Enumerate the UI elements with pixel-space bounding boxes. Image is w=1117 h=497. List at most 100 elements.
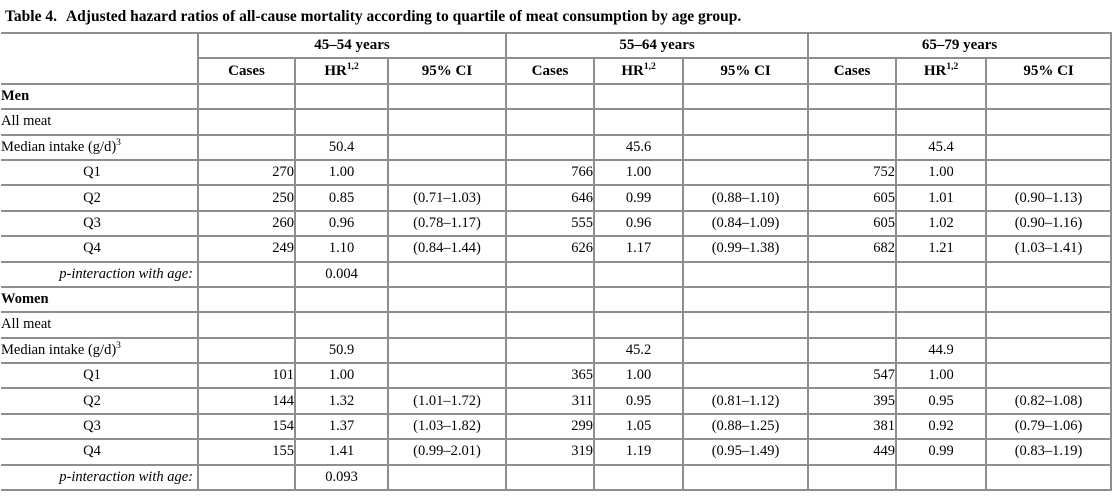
ci-cell: [386, 108, 508, 136]
ci-cell: [985, 336, 1113, 365]
ci-cell: [682, 260, 810, 288]
ci-cell: (0.81–1.12): [682, 387, 810, 415]
cases-cell: 381: [807, 412, 898, 441]
hr-cell: 0.99: [593, 184, 685, 212]
row-label: All meat: [1, 311, 199, 339]
ci-cell: (0.71–1.03): [386, 184, 508, 212]
table-body: Men All meat Median intake (g/d)3 50.4 45.6 4…: [1, 82, 1113, 492]
hr-cell: [294, 285, 389, 314]
hr-cell: 0.96: [593, 209, 685, 238]
hr-cell: 1.19: [593, 438, 685, 466]
cases-cell: [807, 108, 898, 136]
table-row: Q3 154 1.37 (1.03–1.82) 299 1.05 (0.88–1.25) 38…: [1, 412, 1113, 441]
cases-cell: 547: [807, 362, 898, 390]
ci-cell: [386, 285, 508, 314]
hr-header-superscript: 1,2: [643, 61, 656, 72]
hr-cell: [593, 108, 685, 136]
cases-header: Cases: [197, 57, 296, 85]
ci-cell: (1.03–1.41): [985, 235, 1113, 263]
table-row: All meat: [1, 311, 1113, 339]
hr-cell: [895, 108, 988, 136]
row-label: Q3: [1, 412, 199, 441]
cases-cell: [197, 108, 296, 136]
hr-cell: 1.21: [895, 235, 988, 263]
table-row: All meat: [1, 108, 1113, 136]
hr-cell: 0.99: [895, 438, 988, 466]
ci-cell: (0.88–1.10): [682, 184, 810, 212]
ci-header: 95% CI: [682, 57, 810, 85]
cases-cell: [505, 260, 596, 288]
row-label: Q4: [1, 235, 199, 263]
cases-cell: [197, 336, 296, 365]
age-group-header-55-64: 55–64 years: [505, 31, 810, 60]
ci-cell: [682, 336, 810, 365]
hr-cell: 1.00: [895, 362, 988, 390]
hr-header-superscript: 1,2: [946, 61, 959, 72]
header-row-measures: Cases HR1,2 95% CI Cases HR1,2 95% CI Ca…: [1, 57, 1113, 85]
row-label: Q2: [1, 387, 199, 415]
ci-cell: [682, 362, 810, 390]
ci-cell: (0.84–1.44): [386, 235, 508, 263]
hr-cell: 1.00: [593, 158, 685, 187]
ci-cell: [386, 362, 508, 390]
hr-cell: 1.10: [294, 235, 389, 263]
ci-cell: [985, 311, 1113, 339]
hazard-ratio-table: 45–54 years 55–64 years 65–79 years Case…: [1, 31, 1113, 492]
ci-header: 95% CI: [985, 57, 1113, 85]
ci-cell: [682, 285, 810, 314]
cases-cell: 365: [505, 362, 596, 390]
ci-cell: [985, 82, 1113, 111]
ci-cell: [985, 108, 1113, 136]
ci-cell: [985, 285, 1113, 314]
hr-cell: [593, 260, 685, 288]
table-row: Q3 260 0.96 (0.78–1.17) 555 0.96 (0.84–1.09) 60…: [1, 209, 1113, 238]
hr-cell: 1.00: [294, 362, 389, 390]
ci-cell: [386, 158, 508, 187]
ci-cell: [386, 336, 508, 365]
table-row: Q4 249 1.10 (0.84–1.44) 626 1.17 (0.99–1.38) 68…: [1, 235, 1113, 263]
cases-cell: 605: [807, 209, 898, 238]
cases-cell: 395: [807, 387, 898, 415]
ci-cell: [386, 260, 508, 288]
cases-header: Cases: [505, 57, 596, 85]
ci-cell: [386, 133, 508, 161]
hr-cell: 0.004: [294, 260, 389, 288]
hr-cell: 0.95: [895, 387, 988, 415]
cases-cell: [505, 311, 596, 339]
cases-cell: [807, 260, 898, 288]
row-label-superscript: 3: [116, 137, 121, 148]
ci-cell: [682, 311, 810, 339]
row-label: Q3: [1, 209, 199, 238]
hr-cell: 1.00: [294, 158, 389, 187]
cases-cell: [197, 260, 296, 288]
hr-header-superscript: 1,2: [346, 61, 359, 72]
hr-header-text: HR: [324, 62, 347, 79]
row-label: Q1: [1, 362, 199, 390]
hr-header: HR1,2: [895, 57, 988, 85]
table-row: Q2 250 0.85 (0.71–1.03) 646 0.99 (0.88–1.10) 60…: [1, 184, 1113, 212]
table-caption-text: Adjusted hazard ratios of all-cause mort…: [65, 8, 742, 25]
age-group-header-45-54: 45–54 years: [196, 31, 508, 60]
cases-cell: [505, 285, 596, 314]
hr-cell: 45.6: [593, 133, 685, 161]
cases-cell: 260: [197, 209, 296, 238]
table-row: Median intake (g/d)3 50.9 45.2 44.9: [1, 336, 1113, 365]
cases-cell: [807, 311, 898, 339]
hr-header: HR1,2: [294, 57, 389, 85]
ci-cell: (0.82–1.08): [985, 387, 1113, 415]
hr-cell: [593, 285, 685, 314]
cases-cell: 752: [807, 158, 898, 187]
hr-cell: 1.32: [294, 387, 389, 415]
hr-cell: 44.9: [895, 336, 988, 365]
ci-cell: (0.90–1.13): [985, 184, 1113, 212]
cases-cell: 766: [505, 158, 596, 187]
hr-cell: [895, 285, 988, 314]
cases-cell: 449: [807, 438, 898, 466]
hr-cell: 1.41: [294, 438, 389, 466]
cases-cell: [505, 133, 596, 161]
hr-cell: 50.9: [294, 336, 389, 365]
table-row: Women: [1, 285, 1113, 314]
row-label-superscript: 3: [116, 341, 121, 352]
hr-cell: [294, 82, 389, 111]
cases-cell: [807, 82, 898, 111]
